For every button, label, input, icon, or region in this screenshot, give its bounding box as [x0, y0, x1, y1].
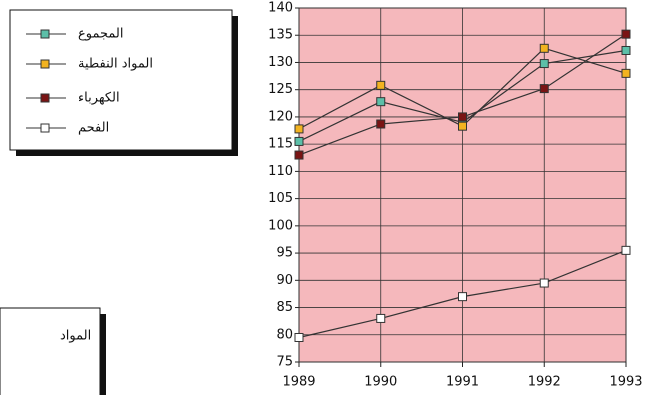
y-tick-label: 85: [276, 300, 293, 315]
point: [458, 292, 467, 302]
point: [621, 45, 631, 55]
x-tick-label: 1990: [364, 375, 397, 390]
y-tick-label: 120: [268, 109, 293, 124]
y-tick-label: 100: [268, 218, 293, 233]
y-tick-label: 135: [268, 28, 293, 43]
legend-marker: [40, 59, 50, 69]
y-tick-label: 80: [276, 327, 293, 342]
legend-marker: [40, 93, 50, 103]
point: [539, 84, 549, 94]
point: [376, 313, 386, 323]
x-tick-label: 1991: [446, 375, 479, 390]
point: [458, 121, 467, 131]
point: [539, 59, 549, 69]
legend-marker: [40, 29, 50, 39]
x-tick-label: 1993: [609, 375, 642, 390]
y-tick-label: 105: [268, 191, 293, 206]
point: [294, 332, 304, 342]
y-tick-label: 75: [276, 355, 293, 370]
legend-marker: [40, 123, 50, 133]
y-tick-label: 130: [268, 55, 293, 70]
legend-label: المجموع: [78, 27, 123, 42]
y-tick-label: 140: [268, 1, 293, 16]
y-tick-label: 125: [268, 82, 293, 97]
x-tick-label: 1992: [528, 375, 561, 390]
x-tick-label: 1989: [282, 375, 315, 390]
point: [458, 112, 467, 122]
box: [0, 307, 101, 399]
legend-label: الفحم: [78, 121, 109, 136]
y-tick-label: 90: [276, 273, 293, 288]
annotation: المواد: [60, 329, 91, 344]
point: [621, 29, 631, 39]
point: [376, 97, 386, 107]
point: [539, 278, 549, 288]
point: [376, 80, 386, 90]
point: [621, 245, 631, 255]
point: [294, 150, 304, 160]
point: [376, 119, 386, 129]
legend-label: الكهرباء: [78, 91, 120, 106]
y-tick-label: 110: [268, 164, 293, 179]
point: [621, 68, 631, 78]
y-tick-label: 115: [268, 137, 293, 152]
legend-label: المواد النفطية: [78, 57, 153, 72]
point: [294, 124, 304, 134]
y-tick-label: 95: [276, 246, 293, 261]
point: [539, 43, 549, 53]
point: [294, 136, 304, 146]
